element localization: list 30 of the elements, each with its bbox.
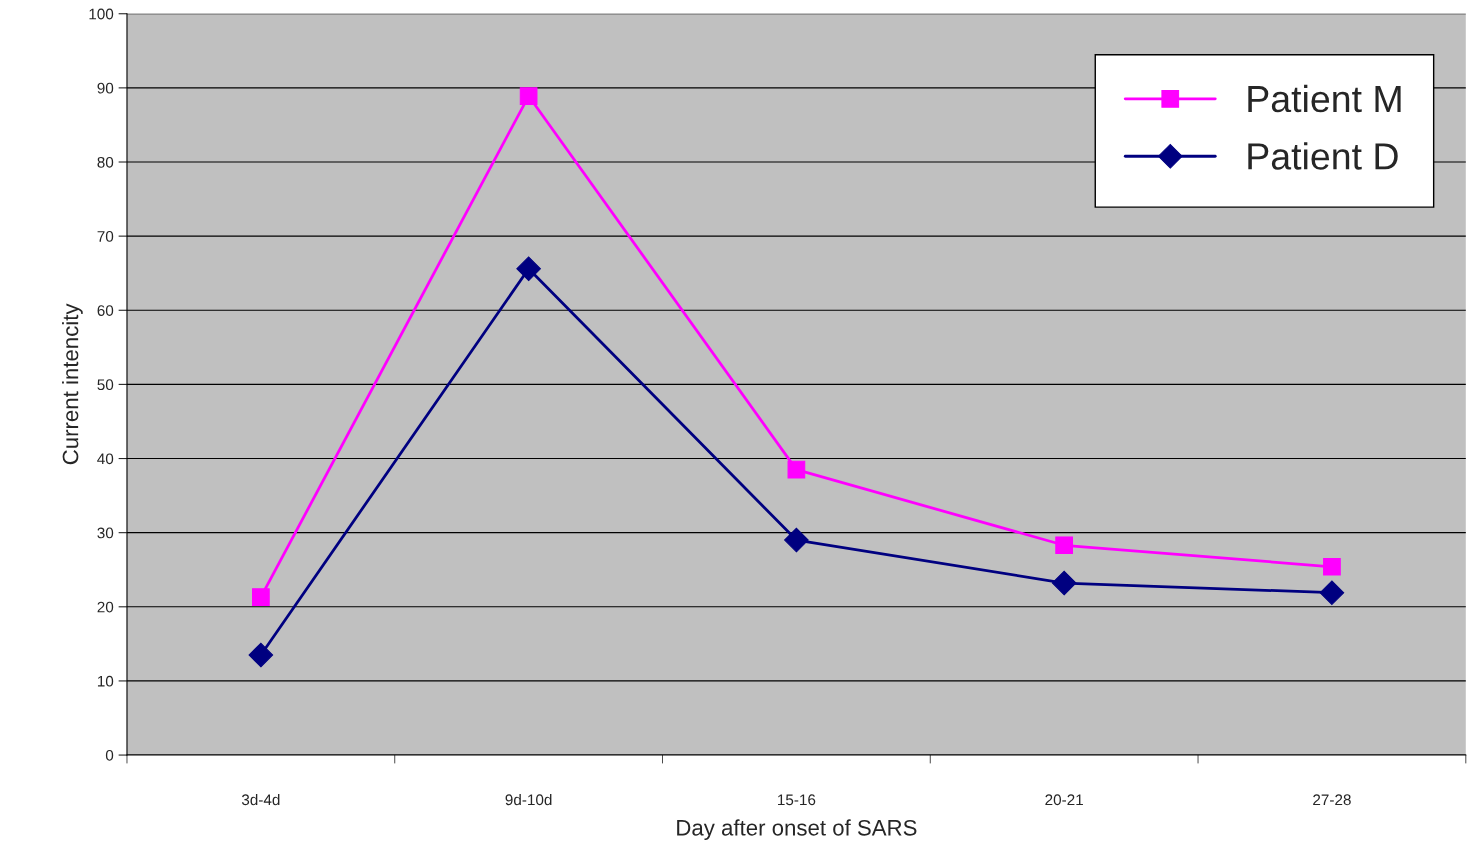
legend-label: Patient M: [1248, 84, 1401, 113]
point: [784, 527, 809, 553]
x-tick-label: 27-28: [1313, 794, 1351, 806]
point: [252, 588, 270, 607]
y-tick-label: 30: [97, 527, 114, 539]
x-tick-label: 3d-4d: [241, 793, 280, 806]
y-tick-label: 50: [97, 379, 114, 391]
y-tick-label: 40: [97, 453, 114, 465]
x-tick-label: 9d-10d: [505, 793, 552, 806]
y-tick-label: 20: [97, 601, 114, 613]
y-tick-label: 10: [97, 675, 114, 687]
point: [1323, 557, 1341, 576]
x-tick-label: 20-21: [1045, 794, 1083, 806]
point: [1051, 570, 1077, 596]
y-tick-label: 100: [89, 8, 114, 20]
legend-label: Patient D: [1248, 142, 1398, 170]
y-tick-label: 80: [97, 156, 114, 168]
point: [519, 87, 538, 105]
y-tick-label: 0: [105, 749, 114, 761]
x-axis-title: Day after onset of SARS: [677, 819, 917, 841]
y-axis-title: Current intencity: [62, 303, 83, 465]
y-tick-label: 90: [97, 82, 114, 94]
point: [1055, 536, 1074, 555]
point: [1319, 580, 1345, 606]
y-tick-label: 70: [97, 231, 114, 242]
x-tick-label: 15-16: [778, 794, 816, 806]
y-tick-label: 60: [97, 305, 114, 316]
point: [516, 256, 541, 282]
point: [248, 642, 274, 668]
point: [787, 460, 806, 479]
